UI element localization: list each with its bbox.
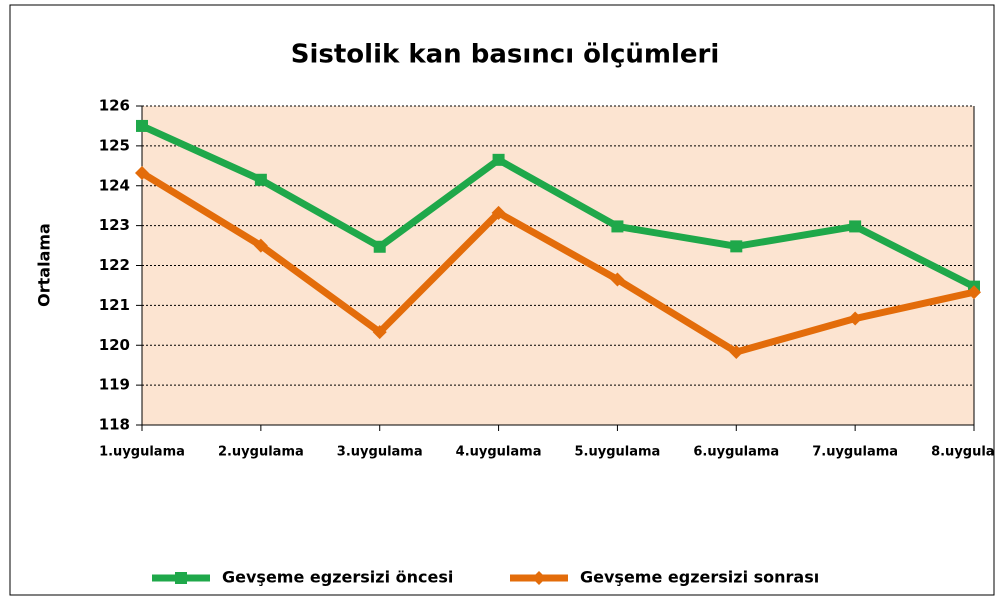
- x-tick-label: 6.uygulama: [693, 445, 779, 460]
- data-point: [491, 205, 506, 220]
- y-tick-label: 119: [99, 376, 130, 394]
- y-axis-label: Ortalama: [35, 223, 54, 307]
- series-line: [140, 170, 975, 356]
- y-tick-label: 125: [99, 136, 130, 154]
- data-point: [253, 238, 268, 253]
- y-tick-label: 123: [99, 216, 130, 234]
- x-tick-label: 4.uygulama: [456, 445, 542, 460]
- data-point: [848, 311, 863, 326]
- series-line: [140, 122, 976, 290]
- y-tick-label: 120: [99, 336, 130, 354]
- plot: 118 119 120 121 122 123 124 125 126 1.uygulama 2.u…: [99, 97, 1002, 460]
- legend-marker: [532, 571, 546, 585]
- data-point: [254, 173, 267, 186]
- legend-marker: [175, 572, 187, 584]
- y-tick-label: 121: [99, 296, 130, 314]
- data-point: [729, 345, 744, 360]
- x-tick-label: 8.uygulama: [931, 445, 1002, 460]
- legend-label: Gevşeme egzersizi sonrası: [580, 568, 819, 587]
- x-tick-label: 1.uygulama: [99, 445, 185, 460]
- legend-label: Gevşeme egzersizi öncesi: [222, 568, 453, 587]
- data-point: [135, 165, 149, 180]
- x-tick-label: 5.uygulama: [575, 445, 661, 460]
- x-tick-label: 3.uygulama: [337, 445, 423, 460]
- data-point: [372, 325, 387, 340]
- x-tick-label: 7.uygulama: [812, 445, 898, 460]
- y-tick-label: 118: [99, 416, 130, 434]
- data-point: [611, 220, 624, 233]
- y-tick-label: 124: [99, 176, 130, 194]
- data-point: [610, 272, 625, 287]
- chart-title: Sistolik kan basıncı ölçümleri: [291, 40, 719, 70]
- data-point: [136, 119, 148, 132]
- x-tick-label: 2.uygulama: [218, 445, 304, 460]
- data-point: [849, 220, 862, 233]
- y-tick-label: 126: [99, 97, 130, 115]
- data-point: [373, 240, 386, 253]
- data-point: [492, 153, 505, 166]
- y-tick-label: 122: [99, 256, 130, 274]
- data-point: [730, 240, 743, 253]
- data-point: [967, 285, 981, 300]
